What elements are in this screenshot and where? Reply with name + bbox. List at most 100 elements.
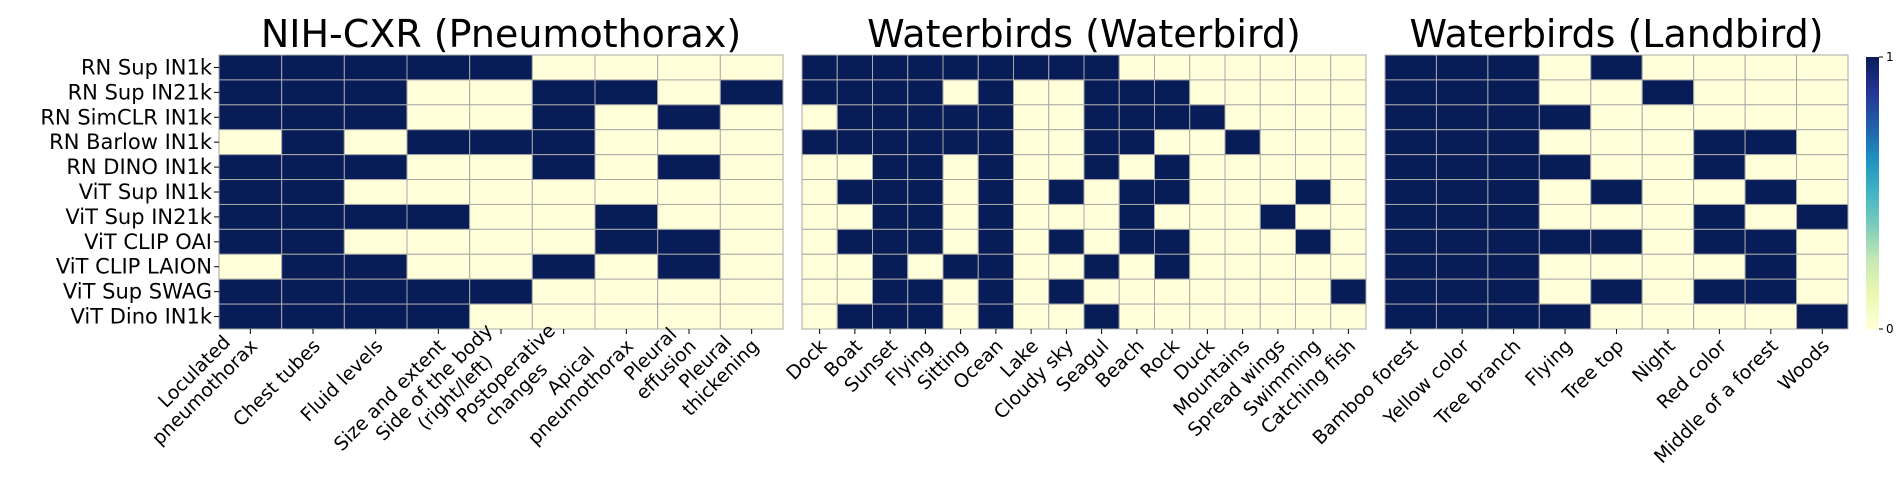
- heatmap-cell: [1590, 154, 1643, 181]
- heatmap-cell: [1435, 253, 1489, 280]
- heatmap-cell: [594, 203, 659, 230]
- heatmap-cell: [1295, 228, 1332, 255]
- heatmap-cell: [1693, 104, 1746, 131]
- heatmap-cell: [1641, 54, 1695, 81]
- heatmap-cell: [872, 253, 909, 280]
- row-label: RN DINO IN1k: [66, 155, 213, 179]
- heatmap-cell: [1487, 154, 1540, 181]
- heatmap-cell: [218, 104, 283, 131]
- heatmap-cell: [1013, 303, 1050, 330]
- heatmap-cell: [907, 253, 944, 280]
- heatmap-cell: [1083, 179, 1120, 205]
- heatmap-cell: [1384, 179, 1437, 205]
- heatmap-cell: [531, 278, 596, 305]
- heatmap-cell: [1013, 179, 1050, 205]
- heatmap-cell: [1224, 179, 1261, 205]
- heatmap-cell: [343, 54, 408, 81]
- heatmap-cell: [801, 228, 838, 255]
- heatmap-cell: [836, 79, 873, 106]
- row-label: ViT Sup IN21k: [65, 205, 213, 229]
- heatmap-cell: [1796, 203, 1849, 230]
- heatmap-cell: [1330, 278, 1367, 305]
- row-label: ViT Sup SWAG: [63, 280, 212, 304]
- heatmap-cell: [1693, 154, 1746, 181]
- heatmap-cell: [1796, 129, 1849, 156]
- heatmap-cell: [1224, 129, 1261, 156]
- heatmap-cell: [406, 228, 471, 255]
- heatmap-cell: [1189, 203, 1226, 230]
- heatmap-cell: [531, 104, 596, 131]
- column-label: Dock: [782, 335, 831, 384]
- heatmap-cell: [218, 203, 283, 230]
- heatmap-cell: [1538, 54, 1592, 81]
- heatmap-cell: [1189, 54, 1226, 81]
- heatmap-cell: [343, 154, 408, 181]
- heatmap-cell: [1693, 54, 1746, 81]
- heatmap-cell: [406, 253, 471, 280]
- heatmap-cell: [1189, 179, 1226, 205]
- heatmap-cell: [872, 154, 909, 181]
- heatmap-cell: [1641, 179, 1695, 205]
- heatmap-cell: [1330, 303, 1367, 330]
- heatmap-cell: [836, 278, 873, 305]
- heatmap-cell: [1744, 228, 1798, 255]
- heatmap-cell: [343, 303, 408, 330]
- heatmap-cell: [1048, 278, 1085, 305]
- heatmap-cell: [594, 303, 659, 330]
- heatmap-cell: [531, 79, 596, 106]
- heatmap-cell: [657, 129, 721, 156]
- heatmap-cell: [977, 203, 1014, 230]
- heatmap-cell: [1083, 154, 1120, 181]
- heatmap-cell: [1083, 129, 1120, 156]
- heatmap-cell: [907, 203, 944, 230]
- heatmap-cell: [1224, 154, 1261, 181]
- heatmap-cell: [406, 54, 471, 81]
- heatmap-cell: [1538, 278, 1592, 305]
- heatmap-cell: [218, 278, 283, 305]
- heatmap-cell: [1048, 54, 1085, 81]
- heatmap-cell: [1538, 179, 1592, 205]
- heatmap-cell: [1048, 104, 1085, 131]
- heatmap-cell: [907, 54, 944, 81]
- heatmap-cell: [1118, 54, 1155, 81]
- heatmap-cell: [406, 154, 471, 181]
- heatmap-cell: [594, 154, 659, 181]
- heatmap-cell: [1641, 154, 1695, 181]
- heatmap-cell: [907, 228, 944, 255]
- heatmap-cell: [872, 104, 909, 131]
- heatmap-cell: [1693, 129, 1746, 156]
- heatmap-cell: [657, 79, 721, 106]
- heatmap-cell: [531, 129, 596, 156]
- heatmap-cell: [1118, 303, 1155, 330]
- heatmap-panel: Waterbirds (Landbird)Bamboo forestYellow…: [1308, 12, 1849, 468]
- heatmap-cell: [942, 154, 979, 181]
- heatmap-cell: [1048, 203, 1085, 230]
- panel-title: NIH-CXR (Pneumothorax): [261, 12, 741, 56]
- heatmap-cell: [1083, 203, 1120, 230]
- heatmap-cell: [1796, 278, 1849, 305]
- heatmap-cell: [872, 303, 909, 330]
- heatmap-cell: [1693, 179, 1746, 205]
- heatmap-cell: [719, 79, 784, 106]
- heatmap-cell: [1435, 79, 1489, 106]
- heatmap-cell: [1435, 203, 1489, 230]
- heatmap-cell: [1083, 278, 1120, 305]
- heatmap-cell: [469, 129, 533, 156]
- heatmap-cell: [1590, 179, 1643, 205]
- heatmap-cell: [1744, 203, 1798, 230]
- heatmap-cell: [657, 228, 721, 255]
- heatmap-cell: [594, 228, 659, 255]
- heatmap-cell: [1295, 154, 1332, 181]
- heatmap-cell: [836, 54, 873, 81]
- row-label: ViT CLIP OAI: [84, 230, 212, 254]
- heatmap-cell: [1083, 303, 1120, 330]
- heatmap-cell: [657, 278, 721, 305]
- heatmap-cell: [1796, 154, 1849, 181]
- heatmap-cell: [1435, 104, 1489, 131]
- heatmap-cell: [1744, 104, 1798, 131]
- heatmap-cell: [1384, 154, 1437, 181]
- heatmap-cell: [977, 54, 1014, 81]
- heatmap-cell: [1013, 54, 1050, 81]
- heatmap-cell: [1259, 303, 1296, 330]
- heatmap-cell: [1259, 154, 1296, 181]
